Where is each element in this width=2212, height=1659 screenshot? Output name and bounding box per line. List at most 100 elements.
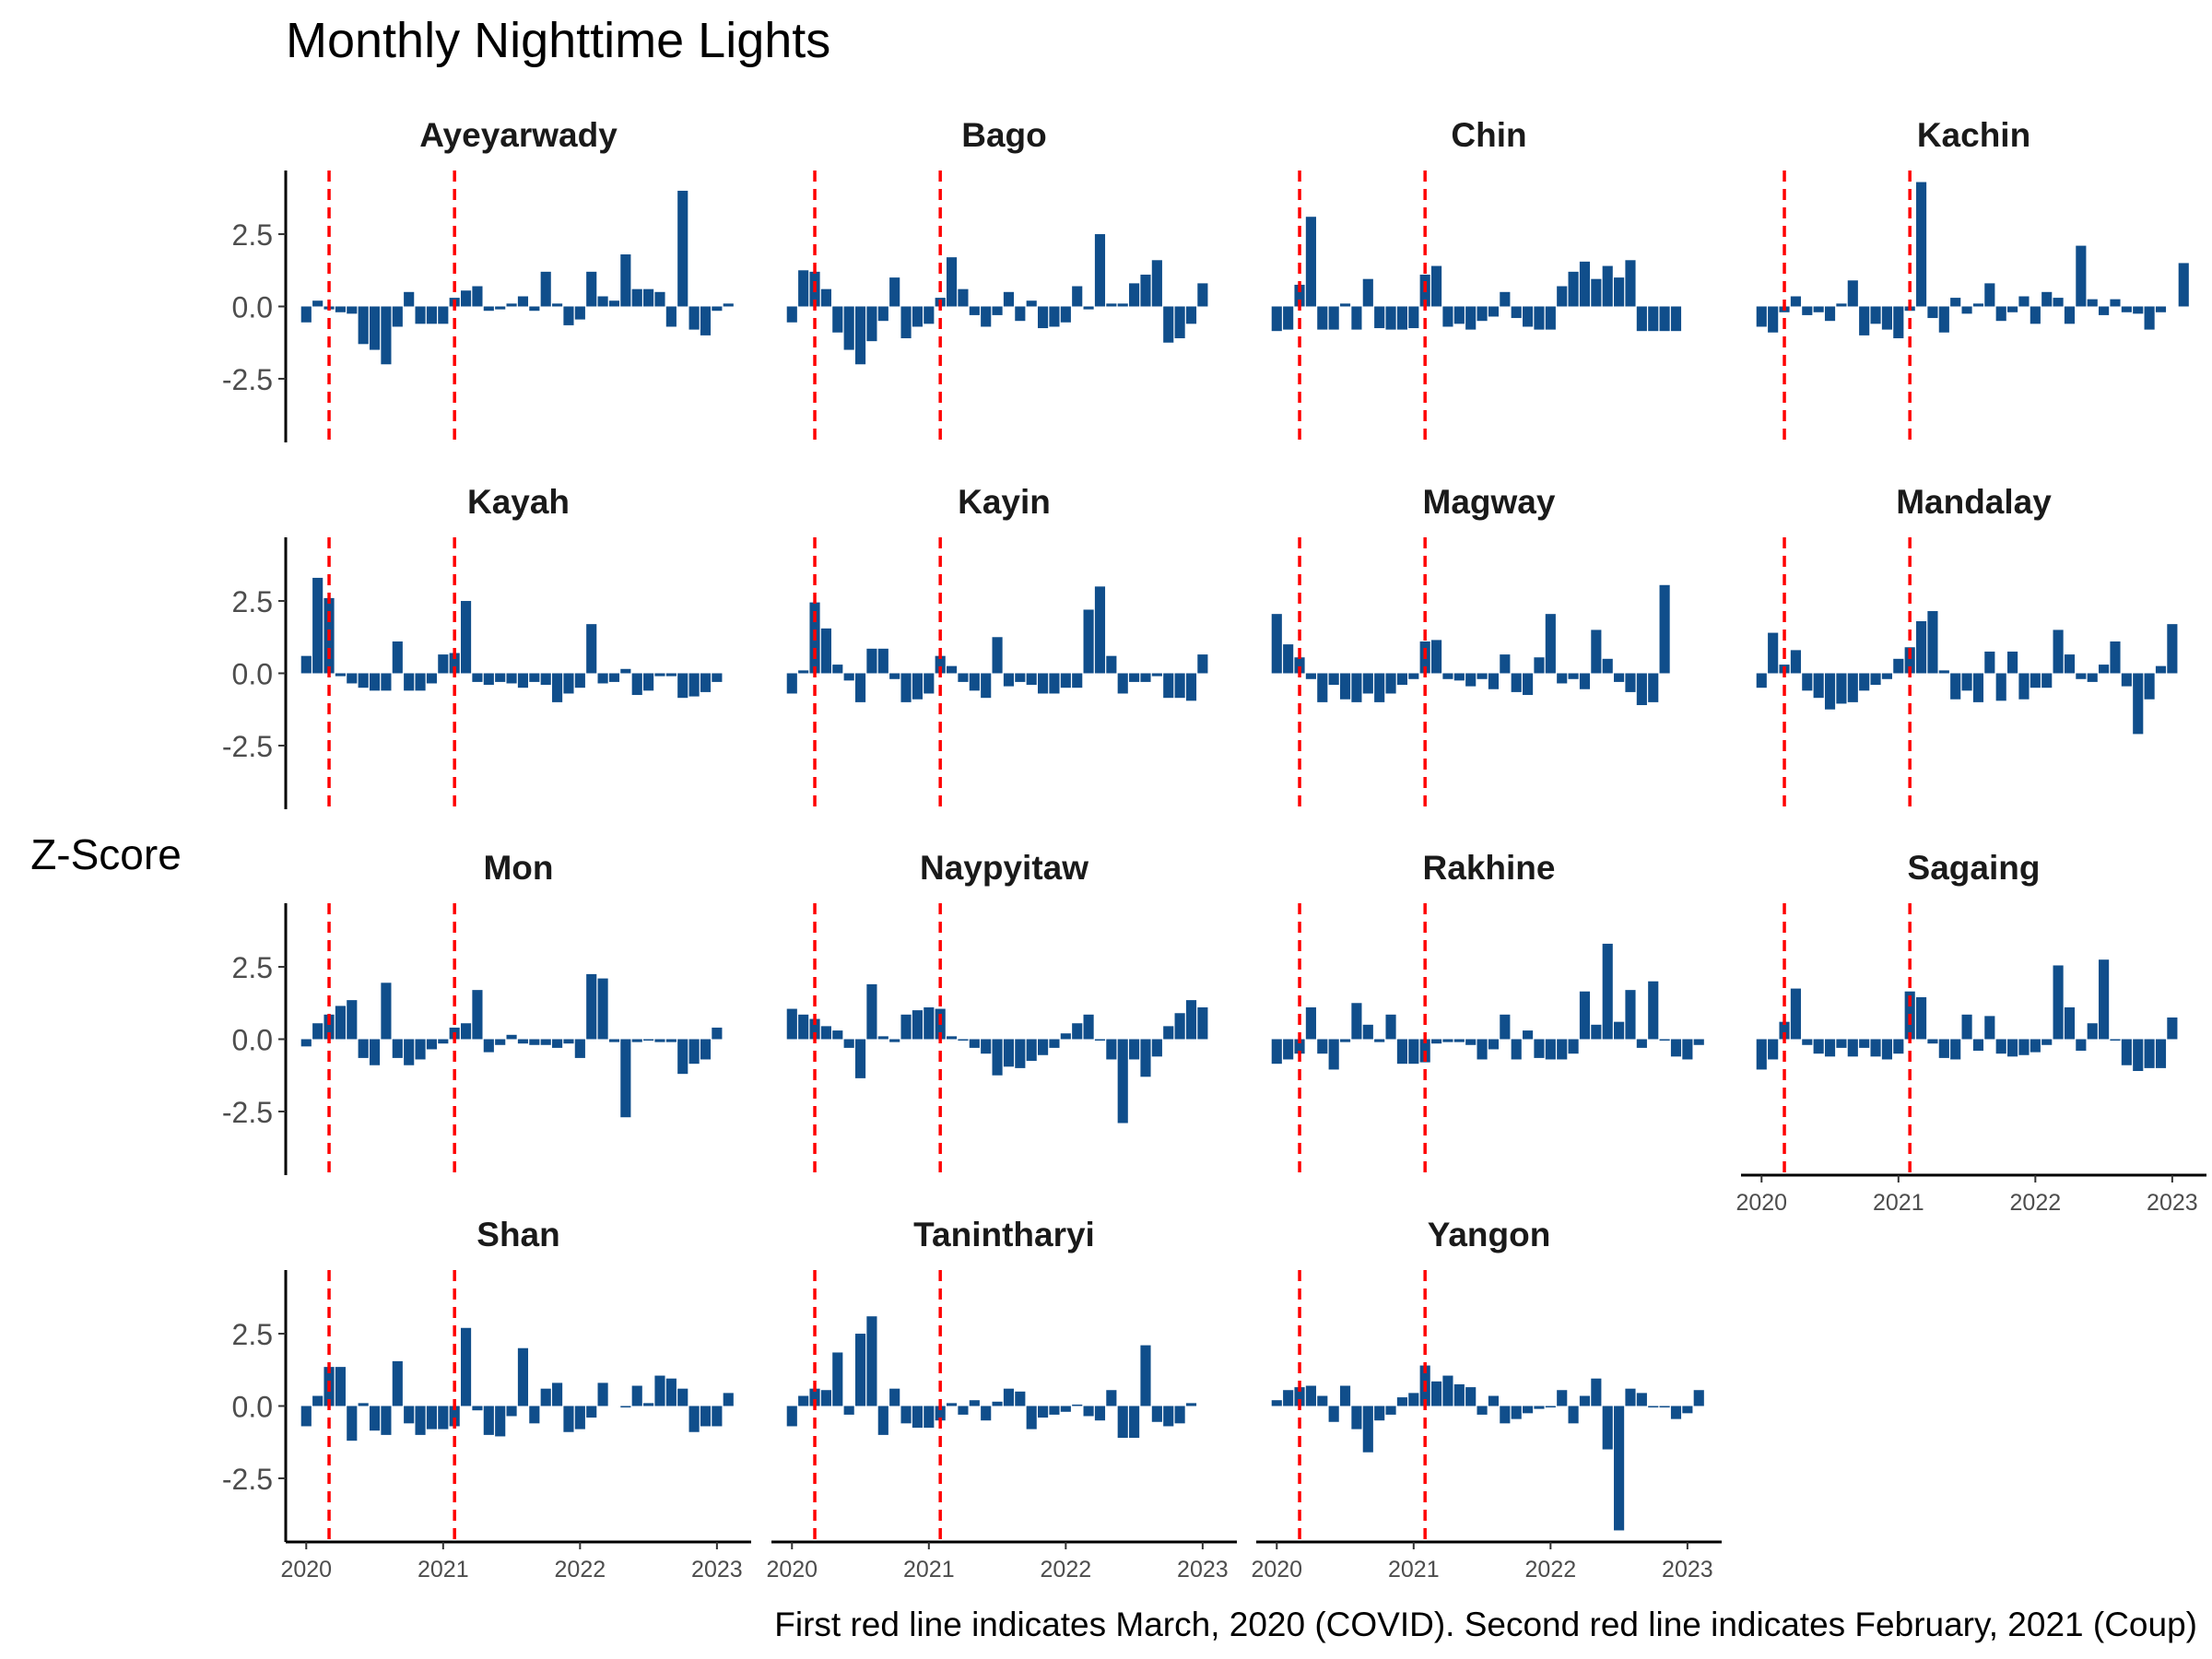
bar [1185, 306, 1197, 324]
bar [1870, 306, 1881, 324]
bar [1557, 1390, 1568, 1406]
bar [877, 1036, 888, 1040]
bar [1915, 182, 1927, 307]
bar [2155, 1039, 2167, 1068]
bar [1305, 1385, 1316, 1406]
bar [1972, 673, 1984, 702]
bar [2076, 245, 2087, 307]
bar [1984, 651, 1995, 674]
bar [1511, 1039, 1522, 1060]
bar [1579, 673, 1591, 689]
bar [1163, 673, 1174, 699]
bar [2133, 673, 2144, 735]
bar [889, 1388, 900, 1406]
bar [620, 254, 631, 307]
bar [992, 637, 1003, 674]
bar [700, 1039, 712, 1060]
bar [1625, 1388, 1636, 1406]
bar [1568, 271, 1579, 307]
bar [1961, 1014, 1972, 1040]
bar [312, 1395, 324, 1406]
bar [889, 673, 900, 679]
bar [415, 673, 426, 691]
bar [1060, 306, 1071, 323]
panel-rakhine: Rakhine [1271, 849, 1704, 1175]
bar [586, 973, 597, 1040]
bar [1038, 673, 1049, 694]
bar [1614, 1021, 1625, 1040]
bar [1442, 306, 1453, 327]
bar [563, 1406, 574, 1432]
bar [1847, 673, 1858, 702]
bar [449, 1406, 460, 1427]
bar [1117, 673, 1128, 694]
bar [665, 1378, 677, 1406]
bar [1362, 673, 1373, 694]
panel-kayah: Kayah 2.5 0.0 -2.5 [222, 483, 723, 809]
bar [924, 1406, 935, 1429]
bar [1015, 1391, 1026, 1406]
bar [1500, 1014, 1511, 1040]
bar [820, 288, 831, 307]
bar [677, 190, 688, 307]
bar [1625, 260, 1636, 307]
bar [786, 1406, 797, 1427]
bar [700, 673, 712, 692]
bar [1283, 644, 1294, 674]
bar [381, 673, 392, 691]
bar [2064, 654, 2076, 674]
panel-bago: Bago [786, 116, 1208, 442]
bar [1477, 306, 1488, 322]
x-tick-label: 2020 [1735, 1190, 1787, 1216]
bar [1305, 673, 1316, 679]
bar [597, 673, 608, 684]
bar [854, 1039, 866, 1078]
bar [415, 1406, 426, 1435]
bar [404, 1406, 415, 1424]
bar [1523, 306, 1534, 327]
bar [1477, 673, 1488, 679]
bar [935, 655, 946, 674]
bar [1477, 1406, 1488, 1415]
bar [1693, 1390, 1704, 1406]
bar [300, 1406, 312, 1427]
bar [946, 1403, 958, 1406]
bar [1602, 1406, 1613, 1450]
bar [786, 1008, 797, 1040]
bar [1659, 1039, 1670, 1041]
bar [1636, 306, 1647, 332]
bar [1847, 280, 1858, 307]
bar [1106, 303, 1117, 307]
bar [1523, 1030, 1534, 1040]
bar [1836, 303, 1847, 307]
bar [946, 1036, 958, 1040]
bar [843, 1039, 854, 1048]
bar [631, 673, 642, 696]
x-tick-label: 2022 [1525, 1557, 1577, 1583]
bar [1328, 673, 1339, 686]
bar [1534, 1406, 1545, 1409]
bar [1950, 298, 1961, 307]
bar [2087, 1023, 2098, 1040]
bar [2007, 1039, 2018, 1057]
bar [946, 665, 958, 674]
bar [912, 1010, 923, 1040]
bar [1385, 673, 1396, 694]
bar [1339, 303, 1351, 307]
bar [877, 648, 888, 674]
bar [404, 291, 415, 307]
bar [1294, 284, 1305, 307]
bar [832, 1030, 843, 1040]
bar [1904, 647, 1915, 674]
bar [1442, 1375, 1453, 1406]
bar [1768, 306, 1779, 333]
bar [1545, 1406, 1556, 1408]
bar [843, 1406, 854, 1415]
bar [1197, 654, 1208, 674]
bar [1374, 306, 1385, 329]
bar [1328, 1406, 1339, 1422]
bar [2099, 306, 2110, 315]
bar [969, 306, 980, 315]
bar [1305, 1006, 1316, 1040]
bar [460, 601, 472, 674]
